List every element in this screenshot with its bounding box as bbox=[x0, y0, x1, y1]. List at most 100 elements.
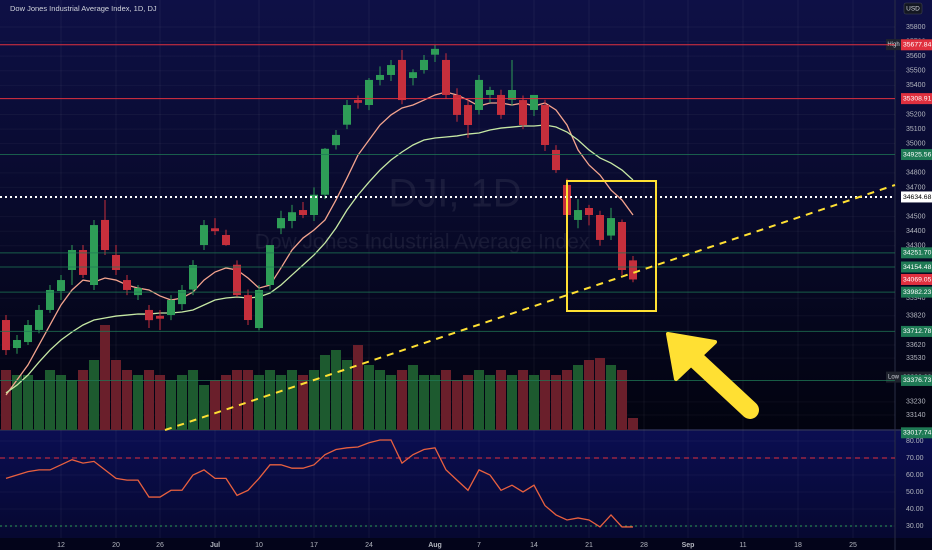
currency: USD bbox=[906, 6, 920, 13]
candle-body bbox=[420, 59, 428, 71]
volume-bar bbox=[331, 350, 341, 430]
candle-body bbox=[585, 207, 593, 215]
candle-body bbox=[134, 288, 142, 296]
arrow-shaft bbox=[685, 349, 759, 419]
volume-bar bbox=[23, 375, 33, 430]
volume-bar bbox=[144, 370, 154, 430]
candle-body bbox=[343, 105, 351, 125]
volume-bar bbox=[452, 380, 462, 430]
y-tick-label: 35600 bbox=[906, 53, 926, 60]
candle-body bbox=[2, 320, 10, 351]
volume-bar bbox=[573, 365, 583, 430]
volume-bar bbox=[45, 370, 55, 430]
candle-body bbox=[222, 234, 230, 246]
currency-box bbox=[903, 2, 923, 15]
x-tick-label: 28 bbox=[640, 542, 648, 549]
x-tick-label: 10 bbox=[255, 542, 263, 549]
x-tick-label: 25 bbox=[849, 542, 857, 549]
candle-body bbox=[486, 89, 494, 95]
level-label: 34634.68 bbox=[903, 194, 932, 201]
candle-body bbox=[145, 309, 153, 321]
candle-body bbox=[376, 74, 384, 80]
volume-bar bbox=[397, 370, 407, 430]
candle-body bbox=[365, 79, 373, 106]
y-tick-label: 35100 bbox=[906, 126, 926, 133]
volume-bar bbox=[364, 365, 374, 430]
level-label: 35308.91 bbox=[903, 95, 932, 102]
volume-bar bbox=[584, 360, 594, 430]
volume-bar bbox=[287, 370, 297, 430]
rsi-tick-label: 70.00 bbox=[906, 455, 924, 462]
volume-bar bbox=[430, 375, 440, 430]
y-tick-label: 35000 bbox=[906, 141, 926, 148]
volume-bar bbox=[122, 370, 132, 430]
level-label-box bbox=[901, 374, 932, 386]
rsi-line bbox=[5, 439, 633, 528]
chart-title: Dow Jones Industrial Average Index, 1D, … bbox=[10, 4, 157, 13]
time-axis bbox=[0, 538, 932, 550]
candle-body bbox=[178, 289, 186, 305]
candle-body bbox=[321, 148, 329, 195]
candle-body bbox=[453, 94, 461, 115]
rsi-tick-label: 80.00 bbox=[906, 438, 924, 445]
candle-body bbox=[354, 100, 362, 103]
level-label-box bbox=[901, 191, 932, 203]
y-tick-label: 33530 bbox=[906, 355, 926, 362]
candle-body bbox=[156, 315, 164, 319]
candle-body bbox=[332, 134, 340, 146]
candle-body bbox=[387, 65, 395, 75]
x-tick-label: 7 bbox=[477, 542, 481, 549]
volume-bar bbox=[474, 370, 484, 430]
main-pane bbox=[0, 0, 932, 430]
level-label: 34069.05 bbox=[903, 276, 932, 283]
candle-body bbox=[101, 219, 109, 251]
level-label-box bbox=[901, 149, 932, 161]
volume-bar bbox=[1, 370, 11, 430]
level-label-box bbox=[901, 325, 932, 337]
y-tick-label: 33620 bbox=[906, 342, 926, 349]
y-tick-label: 34500 bbox=[906, 213, 926, 220]
volume-bar bbox=[551, 375, 561, 430]
candle-body bbox=[618, 222, 626, 270]
level-label: 33982.23 bbox=[903, 289, 932, 296]
volume-bar bbox=[441, 370, 451, 430]
y-tick-label: 34800 bbox=[906, 170, 926, 177]
y-tick-label: 33940 bbox=[906, 295, 926, 302]
y-tick-label: 35400 bbox=[906, 82, 926, 89]
candle-body bbox=[68, 250, 76, 270]
volume-bar bbox=[133, 375, 143, 430]
watermark-symbol: DJI, 1D bbox=[388, 172, 521, 216]
volume-bar bbox=[155, 375, 165, 430]
volume-bar bbox=[485, 375, 495, 430]
x-tick-label: 24 bbox=[365, 542, 373, 549]
x-tick-label: Jul bbox=[210, 542, 220, 549]
level-label: 33712.78 bbox=[903, 328, 932, 335]
candle-body bbox=[288, 212, 296, 221]
volume-bar bbox=[89, 360, 99, 430]
highlight-box bbox=[566, 180, 657, 312]
candle-body bbox=[211, 228, 219, 232]
candle-body bbox=[310, 194, 318, 215]
candle-body bbox=[200, 225, 208, 246]
level-tag: Low bbox=[888, 375, 900, 381]
candle-body bbox=[530, 94, 538, 110]
x-tick-label: Aug bbox=[428, 542, 442, 549]
candle-body bbox=[79, 250, 87, 275]
y-tick-label: 34400 bbox=[906, 228, 926, 235]
candle-body bbox=[189, 265, 197, 290]
volume-bar bbox=[419, 375, 429, 430]
volume-bar bbox=[34, 380, 44, 430]
candle-body bbox=[13, 340, 21, 349]
candle-body bbox=[552, 149, 560, 171]
volume-bar bbox=[529, 375, 539, 430]
candle-body bbox=[24, 324, 32, 343]
rsi-tick-label: 40.00 bbox=[906, 506, 924, 513]
x-tick-label: 17 bbox=[310, 542, 318, 549]
candle-body bbox=[398, 59, 406, 101]
candle-body bbox=[541, 105, 549, 145]
candle-body bbox=[57, 280, 65, 291]
level-tag-box bbox=[886, 371, 901, 383]
volume-bar bbox=[111, 360, 121, 430]
